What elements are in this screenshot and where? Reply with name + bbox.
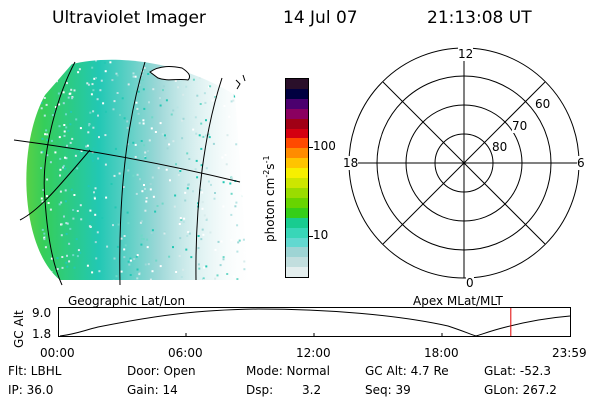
- timeline-axis-title: GC Alt: [12, 310, 26, 348]
- lat-label-80: 80: [492, 140, 508, 154]
- date-label: 14 Jul 07: [283, 8, 358, 28]
- timeline-xtick-1800: 18:00: [424, 346, 459, 360]
- lon-line-2: [119, 61, 146, 286]
- lon-line-1: [43, 61, 76, 286]
- time-label: 21:13:08 UT: [427, 8, 532, 28]
- aurora-emission: [26, 59, 248, 280]
- colorbar-unit-label: photon cm-2s-1: [262, 155, 277, 242]
- colorbar-band-13: [286, 207, 308, 218]
- colorbar-band-19: [286, 267, 308, 278]
- colorbar-band-15: [286, 227, 308, 238]
- timeline-frame: [58, 307, 571, 337]
- coastline-shape: [149, 66, 191, 81]
- colorbar-band-1: [286, 88, 308, 99]
- info-mode: Mode: Normal: [246, 364, 330, 378]
- colorbar-tick-mark-10: [308, 236, 313, 237]
- timeline-ymin-label: 1.8: [32, 327, 52, 341]
- info-gc-alt: GC Alt: 4.7 Re: [365, 364, 449, 378]
- colorbar-tick-10: 10: [313, 228, 329, 242]
- colorbar-gradient: [286, 79, 308, 278]
- colorbar-band-7: [286, 148, 308, 159]
- timeline-xtick-1200: 12:00: [296, 346, 331, 360]
- info-gain: Gain: 14: [127, 383, 178, 397]
- info-dsp-value: 3.2: [302, 383, 322, 397]
- lat-line-2: [19, 149, 91, 221]
- colorbar-tick-100: 100: [313, 139, 336, 153]
- mlt-label-6: 6: [577, 156, 585, 170]
- colorbar-band-4: [286, 118, 308, 129]
- colorbar-band-16: [286, 237, 308, 248]
- polar-mlt-plot: [348, 47, 580, 279]
- timeline-xtick-0600: 06:00: [168, 346, 203, 360]
- info-ip: IP: 36.0: [8, 383, 54, 397]
- colorbar-band-9: [286, 168, 308, 179]
- colorbar-band-3: [286, 108, 308, 119]
- colorbar-band-11: [286, 187, 308, 198]
- info-seq: Seq: 39: [365, 383, 411, 397]
- aurora-image: [13, 59, 248, 286]
- mlt-label-18: 18: [343, 156, 359, 170]
- colorbar-band-10: [286, 178, 308, 188]
- colorbar-band-6: [286, 138, 308, 149]
- colorbar-tick-mark-100: [308, 147, 313, 148]
- timeline-plot: [58, 307, 571, 337]
- coastline-fragments: [235, 74, 246, 90]
- timeline-ymax-label: 9.0: [32, 306, 52, 320]
- colorbar-band-0: [286, 79, 308, 89]
- colorbar-band-18: [286, 257, 308, 268]
- info-door: Door: Open: [127, 364, 196, 378]
- info-glat: GLat: -52.3: [484, 364, 551, 378]
- info-dsp-label: Dsp:: [246, 383, 274, 397]
- lat-label-70: 70: [512, 119, 528, 133]
- colorbar-band-5: [286, 128, 308, 139]
- lat-line-1: [13, 139, 241, 183]
- altitude-curve: [59, 308, 571, 337]
- colorbar-band-12: [286, 197, 308, 208]
- colorbar-band-14: [286, 217, 308, 228]
- colorbar-band-17: [286, 247, 308, 258]
- colorbar: [285, 78, 309, 278]
- mlt-label-12: 12: [458, 47, 474, 61]
- lat-label-60: 60: [535, 97, 551, 111]
- info-flt: Flt: LBHL: [8, 364, 62, 378]
- timeline-xtick-0000: 00:00: [40, 346, 75, 360]
- meridian-diag-2: [382, 81, 546, 245]
- lon-line-3: [195, 77, 223, 281]
- colorbar-band-8: [286, 158, 308, 169]
- instrument-title: Ultraviolet Imager: [52, 8, 206, 28]
- projection-label-geographic: Geographic Lat/Lon: [68, 294, 186, 308]
- timeline-xtick-2359: 23:59: [552, 346, 587, 360]
- info-glon: GLon: 267.2: [484, 383, 557, 397]
- colorbar-band-2: [286, 98, 308, 109]
- projection-label-apex: Apex MLat/MLT: [413, 294, 503, 308]
- mlt-label-0: 0: [466, 276, 474, 290]
